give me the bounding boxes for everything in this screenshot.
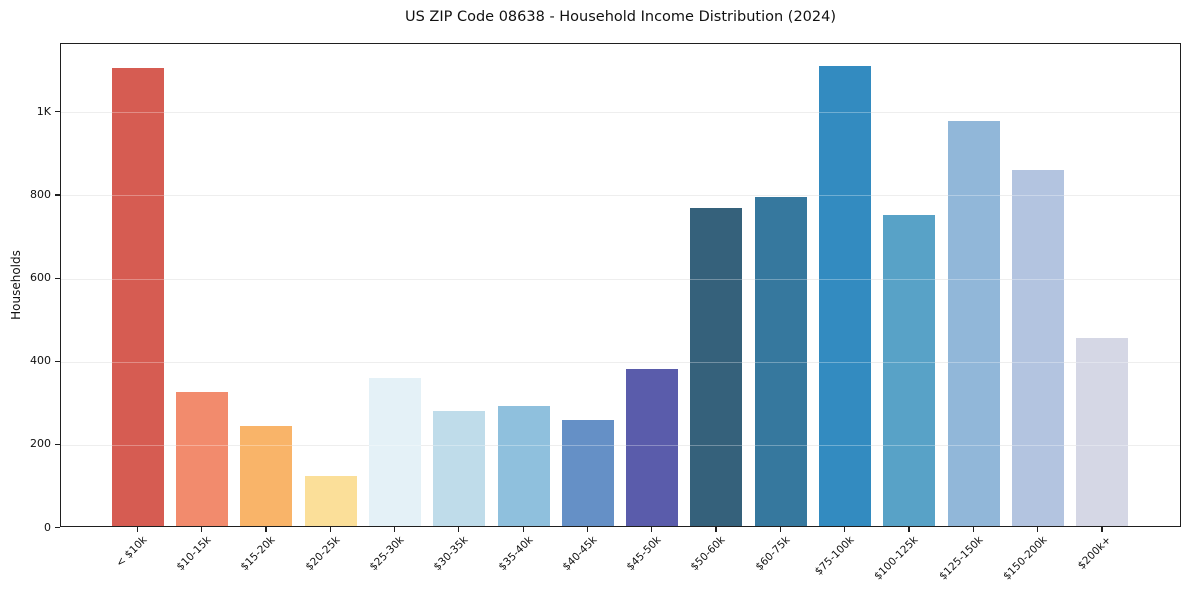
x-tick bbox=[458, 527, 460, 532]
bar bbox=[368, 378, 421, 526]
x-tick bbox=[1037, 527, 1039, 532]
x-tick bbox=[1101, 527, 1103, 532]
x-tick bbox=[522, 527, 524, 532]
x-tick-label: $75-100k bbox=[812, 534, 857, 578]
x-tick-label: $35-40k bbox=[495, 534, 536, 574]
chart-title: US ZIP Code 08638 - Household Income Dis… bbox=[404, 9, 837, 25]
x-tick-label: $25-30k bbox=[367, 534, 407, 574]
x-tick-label: $40-45k bbox=[560, 534, 600, 574]
bar bbox=[1076, 338, 1129, 526]
y-tick bbox=[55, 527, 60, 529]
x-tick bbox=[201, 527, 203, 532]
bar bbox=[304, 475, 357, 526]
bar bbox=[433, 410, 486, 526]
x-tick bbox=[586, 527, 589, 532]
x-tick-label: $30-35k bbox=[431, 534, 471, 574]
y-tick-label: 400 bbox=[30, 354, 51, 368]
y-tick-label: 600 bbox=[30, 271, 51, 284]
y-tick bbox=[55, 111, 60, 113]
x-tick-label: < $10k bbox=[113, 534, 150, 570]
gridline bbox=[61, 112, 1180, 114]
y-tick bbox=[55, 194, 60, 196]
x-tick-label: $15-20k bbox=[238, 534, 278, 574]
x-tick bbox=[779, 527, 781, 532]
bar bbox=[1012, 170, 1065, 526]
x-tick bbox=[265, 527, 267, 532]
x-tick bbox=[715, 527, 717, 532]
gridline bbox=[61, 444, 1180, 446]
x-tick-label: $100-125k bbox=[872, 534, 921, 583]
x-tick-label: $50-60k bbox=[688, 534, 728, 574]
bar bbox=[883, 214, 936, 526]
bar bbox=[240, 426, 293, 526]
gridline bbox=[61, 361, 1180, 363]
y-tick-label: 1K bbox=[36, 104, 51, 118]
gridlines-under-layer bbox=[61, 44, 1180, 526]
bar bbox=[561, 419, 614, 526]
y-tick-label: 200 bbox=[30, 437, 51, 451]
bar bbox=[947, 121, 1000, 526]
plot-area bbox=[60, 43, 1181, 527]
bar bbox=[819, 66, 872, 526]
x-tick bbox=[651, 527, 653, 532]
x-tick bbox=[393, 527, 396, 532]
bar bbox=[497, 405, 550, 526]
y-tick bbox=[55, 443, 60, 446]
y-tick-label: 800 bbox=[30, 187, 51, 201]
x-tick-label: $60-75k bbox=[753, 534, 793, 574]
x-tick bbox=[329, 527, 331, 532]
bar bbox=[176, 391, 228, 526]
bar bbox=[626, 369, 679, 526]
gridline bbox=[61, 278, 1180, 280]
y-axis-label: Households bbox=[9, 250, 23, 320]
x-tick bbox=[136, 527, 138, 532]
bar bbox=[754, 196, 807, 526]
x-tick bbox=[908, 527, 910, 532]
gridline bbox=[61, 195, 1180, 197]
x-tick-label: $20-25k bbox=[303, 534, 343, 574]
x-tick-label: $200k+ bbox=[1075, 534, 1114, 572]
bars-layer bbox=[61, 44, 1180, 526]
x-tick-label: $10-15k bbox=[174, 534, 214, 574]
x-tick bbox=[844, 527, 846, 532]
y-tick-label: 0 bbox=[44, 520, 51, 534]
x-tick bbox=[972, 527, 974, 532]
x-tick-label: $45-50k bbox=[624, 534, 664, 574]
bar bbox=[111, 67, 164, 526]
x-tick-label: $150-200k bbox=[1000, 534, 1050, 583]
bar bbox=[690, 207, 743, 526]
y-tick bbox=[55, 277, 60, 279]
x-tick-label: $125-150k bbox=[936, 534, 986, 583]
y-tick bbox=[55, 360, 60, 362]
